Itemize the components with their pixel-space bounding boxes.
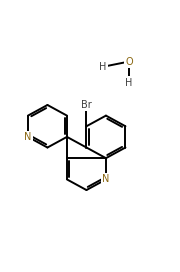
Text: O: O [125,57,133,67]
Text: H: H [125,78,133,88]
Text: N: N [102,174,110,184]
Text: Br: Br [81,100,92,110]
Text: H: H [99,62,106,72]
Text: N: N [24,132,32,142]
